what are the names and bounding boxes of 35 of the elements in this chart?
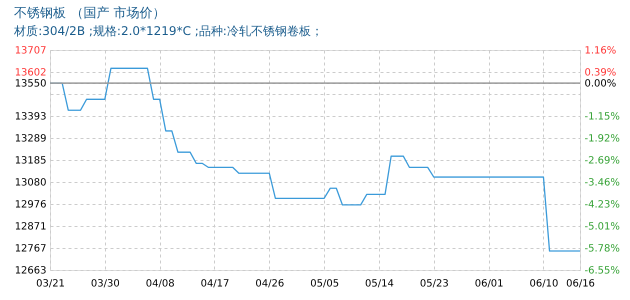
y-tick-label: 12976 (14, 200, 46, 211)
y2-tick-label: -1.92% (584, 133, 620, 144)
y2-tick-label: -6.55% (584, 266, 620, 276)
y-tick-label: 13550 (14, 78, 46, 90)
x-tick-label: 05/14 (365, 278, 394, 290)
y2-tick-label: -4.23% (584, 199, 620, 210)
y-tick-label: 13080 (14, 178, 46, 189)
chart-title: 不锈钢板 （国产 市场价） (14, 6, 166, 21)
y-tick-label: 12767 (14, 244, 46, 255)
y2-tick-label: -5.78% (584, 244, 620, 255)
y-tick-label: 13289 (14, 134, 46, 145)
y-tick-label: 12663 (14, 266, 46, 276)
x-tick-label: 03/21 (36, 278, 65, 290)
x-tick-label: 06/01 (474, 278, 504, 290)
x-tick-label: 05/05 (310, 278, 340, 290)
y-tick-label: 13185 (14, 156, 46, 166)
x-tick-label: 05/23 (420, 278, 449, 290)
x-tick-label: 03/30 (90, 278, 120, 290)
y2-tick-label: 0.00% (584, 78, 616, 90)
chart-subtitle: 材质:304/2B ;规格:2.0*1219*C ;品种:冷轧不锈钢卷板； (13, 24, 323, 38)
y2-tick-label: -5.01% (584, 222, 620, 233)
x-tick-label: 06/16 (566, 278, 595, 290)
y2-tick-label: 1.16% (584, 46, 616, 56)
y2-tick-label: -3.46% (584, 177, 620, 188)
x-tick-label: 04/26 (255, 278, 284, 290)
y-tick-label: 13707 (14, 46, 46, 56)
x-tick-label: 04/17 (200, 278, 230, 290)
x-tick-label: 04/08 (146, 278, 175, 290)
y2-tick-label: -2.69% (584, 155, 620, 166)
y-tick-label: 12871 (14, 222, 46, 233)
y-tick-label: 13602 (14, 68, 46, 79)
x-tick-label: 06/10 (530, 278, 558, 290)
y-tick-label: 13393 (14, 112, 46, 123)
y2-tick-label: 0.39% (584, 67, 616, 78)
y2-tick-label: -1.15% (584, 111, 620, 122)
